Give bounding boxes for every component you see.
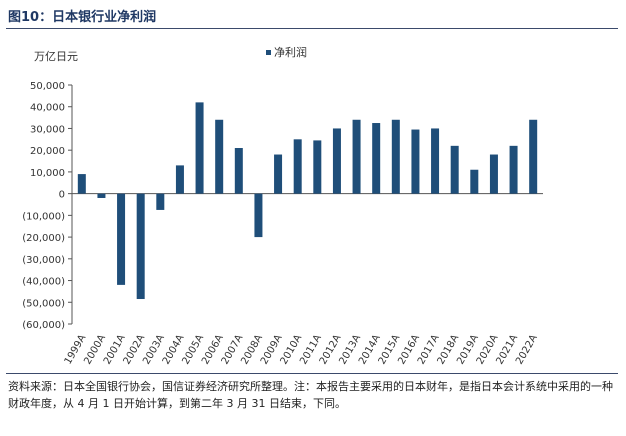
y-tick-label: (30,000) — [22, 255, 65, 266]
bar-2021A — [509, 145, 518, 194]
bar-2011A — [313, 140, 322, 194]
bar-2014A — [372, 123, 381, 194]
y-tick-label: 10,000 — [30, 168, 65, 179]
bar-chart: 50,000 40,000 30,000 20,000 10,000 0 (10,000) (… — [22, 81, 543, 366]
y-tick-label: 30,000 — [30, 124, 65, 135]
bar-2019A — [470, 169, 479, 194]
bar-2013A — [352, 119, 361, 194]
y-tick-label: (50,000) — [22, 298, 65, 309]
bar-2004A — [175, 165, 184, 194]
legend: 净利润 — [266, 44, 307, 60]
bar-2012A — [332, 128, 341, 194]
y-tick-label: 40,000 — [30, 103, 65, 114]
y-tick-label: (40,000) — [22, 277, 65, 288]
bar-2015A — [391, 119, 400, 194]
bar-2017A — [431, 128, 440, 194]
bar-2002A — [136, 193, 145, 300]
bar-1999A — [77, 174, 86, 194]
bar-2005A — [195, 102, 204, 194]
bar-2020A — [489, 154, 498, 194]
title-divider — [6, 28, 618, 29]
y-tick-label: (10,000) — [22, 211, 65, 222]
bar-2009A — [274, 154, 283, 194]
bar-2008A — [254, 193, 263, 238]
legend-swatch — [266, 49, 271, 55]
bar-2010A — [293, 139, 302, 194]
bar-2003A — [156, 193, 165, 210]
footer-divider — [6, 373, 618, 374]
y-tick-label: 20,000 — [30, 146, 65, 157]
bar-2001A — [117, 193, 126, 285]
bar-2018A — [450, 145, 459, 194]
source-footnote: 资料来源：日本全国银行协会，国信证券经济研究所整理。注：本报告主要采用的日本财年… — [8, 380, 613, 410]
y-tick-label: (60,000) — [22, 320, 65, 331]
legend-label: 净利润 — [274, 46, 307, 59]
bar-2006A — [215, 119, 224, 194]
bar-2022A — [529, 119, 538, 194]
y-tick-label: 0 — [59, 190, 65, 201]
bar-2000A — [97, 193, 106, 198]
y-tick-label: 50,000 — [30, 81, 65, 92]
figure-title: 图10：日本银行业净利润 — [8, 10, 157, 25]
bar-2007A — [234, 148, 243, 194]
y-axis-unit-label: 万亿日元 — [34, 50, 78, 63]
bar-2016A — [411, 129, 420, 194]
y-tick-label: (20,000) — [22, 233, 65, 244]
